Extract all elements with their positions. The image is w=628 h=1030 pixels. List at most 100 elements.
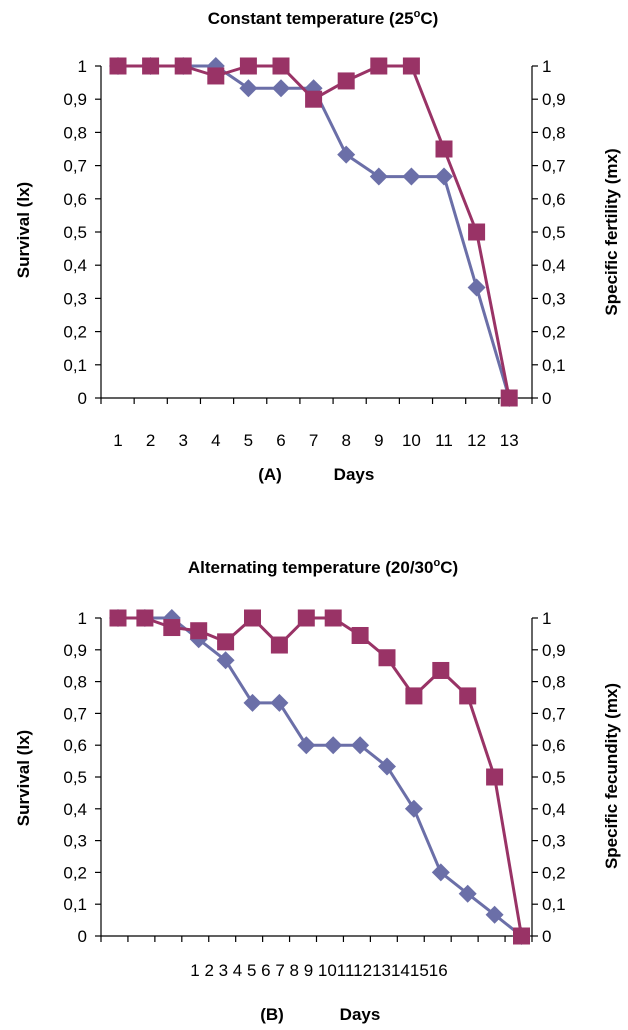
chart-a-x-tick-label: 11 <box>435 431 453 450</box>
chart-b-left-tick-label: 0,5 <box>63 768 87 787</box>
chart-b-series-1-point <box>324 736 343 755</box>
chart-b-left-tick-label: 0,4 <box>63 800 87 819</box>
chart-b-right-tick-label: 0,6 <box>542 736 566 755</box>
chart-a-series-1-point <box>272 79 290 98</box>
chart-b-series-1-point <box>351 736 370 755</box>
chart-a-series-1-point <box>337 145 356 164</box>
chart-a-right-tick-label: 0,8 <box>542 123 566 142</box>
chart-b-left-tick-label: 0,8 <box>63 673 87 692</box>
chart-b-series-2-point <box>432 661 450 679</box>
chart-b-series-2-point <box>513 927 530 945</box>
chart-a-right-tick-label: 0,5 <box>542 223 566 242</box>
chart-a-x-tick-label: 13 <box>500 431 519 450</box>
chart-b-series-2-point <box>270 636 288 654</box>
chart-a-series-1-point <box>402 167 421 186</box>
chart-b-right-tick-label: 0,4 <box>542 800 566 819</box>
chart-b-right-axis-label: Specific fecundity (mx) <box>602 683 621 869</box>
chart-a-series-1-point <box>239 79 258 98</box>
chart-a-right-tick-label: 0 <box>542 389 551 408</box>
chart-a-x-axis-label: Days <box>334 465 375 484</box>
chart-a-series-1-line <box>118 64 511 399</box>
chart-b-series-1-point <box>270 693 289 712</box>
chart-a-right-tick-label: 0,9 <box>542 90 566 109</box>
chart-a-left-tick-label: 0,2 <box>63 323 87 342</box>
chart-b-left-axis-label: Survival (lx) <box>14 730 33 826</box>
chart-a-series-2-point <box>207 67 225 85</box>
chart-a-plot-area: 0 0 0,1 0,1 0,2 0,2 0,3 0,3 0,4 0,4 0,5 0,5 0,6 0,6 0,… <box>63 57 566 450</box>
chart-a-series-2-point <box>500 389 518 407</box>
chart-a-right-tick-label: 0,4 <box>542 256 566 275</box>
chart-a-x-tick-label: 3 <box>178 431 187 450</box>
chart-b-right-tick-label: 0,1 <box>542 895 566 914</box>
chart-a-left-tick-label: 0,7 <box>63 157 87 176</box>
chart-a-left-tick-label: 0,9 <box>63 90 87 109</box>
chart-a-x-tick-label: 8 <box>341 431 350 450</box>
chart-a-x-tick-label: 1 <box>113 431 122 450</box>
chart-b-right-tick-label: 0 <box>542 927 551 946</box>
chart-b-series-2-point <box>378 649 396 667</box>
chart-a-x-tick-label: 2 <box>146 431 155 450</box>
chart-b-series-1-point <box>431 863 450 882</box>
chart-a-left-tick-label: 0,5 <box>63 223 87 242</box>
chart-a-left-tick-label: 0,4 <box>63 256 87 275</box>
chart-panel-b: Alternating temperature (20/30oC) 0 00,1 0… <box>14 557 621 1024</box>
chart-b-left-tick-label: 0 <box>78 927 87 946</box>
chart-b-panel-label: (B) <box>260 1005 284 1024</box>
chart-a-panel-label: (A) <box>258 465 282 484</box>
chart-a-series-2-point <box>174 57 192 75</box>
chart-a-series-2-point <box>272 57 290 75</box>
chart-a-left-tick-label: 1 <box>78 57 87 76</box>
chart-b-series-2-point <box>217 633 235 651</box>
chart-a-x-tick-label: 5 <box>244 431 253 450</box>
chart-b-left-tick-label: 0,7 <box>63 704 87 723</box>
chart-a-x-tick-label: 6 <box>276 431 285 450</box>
chart-a-series-2-point <box>468 223 486 241</box>
chart-b-right-tick-label: 0,8 <box>542 673 566 692</box>
chart-b-series-2-line <box>118 616 523 937</box>
chart-a-left-tick-label: 0,3 <box>63 289 87 308</box>
chart-panel-a: Constant temperature (25oC) 0 00,1 0,10,2 0… <box>14 8 621 484</box>
chart-a-right-tick-label: 0,2 <box>542 323 566 342</box>
chart-b-series-2-point <box>351 626 369 644</box>
chart-a-series-2-point <box>109 57 127 75</box>
chart-a-left-axis-label: Survival (lx) <box>14 182 33 278</box>
chart-b-series-1-point <box>458 884 477 903</box>
chart-b-x-axis-label: Days <box>340 1005 381 1024</box>
chart-a-series-1-point <box>467 278 486 297</box>
chart-a-x-tick-label: 10 <box>402 431 421 450</box>
chart-b-left-tick-label: 0,3 <box>63 832 87 851</box>
chart-a-x-tick-label: 4 <box>211 431 220 450</box>
chart-b-series-1-point <box>404 799 423 818</box>
chart-b-series-2-point <box>163 619 181 637</box>
chart-a-x-tick-label: 9 <box>374 431 383 450</box>
chart-a-series-2-point <box>435 140 453 158</box>
chart-b-series-2-point <box>244 609 261 627</box>
chart-a-right-tick-label: 0,6 <box>542 190 566 209</box>
chart-b-series-1-point <box>297 736 316 755</box>
chart-b-series-1-line <box>118 616 523 938</box>
chart-b-left-tick-label: 0,2 <box>63 863 87 882</box>
chart-b-plot-area: 0 0 0,1 0,1 0,2 0,2 0,3 0,3 0,4 0,4 0,5 0,5 0,6 0,6 0,… <box>63 609 566 946</box>
chart-a-series-2-point <box>142 57 160 75</box>
chart-a-series-1-point <box>435 167 453 186</box>
chart-a-series-2-point <box>239 57 257 75</box>
chart-a-series-2-point <box>402 57 420 75</box>
chart-b-series-1-point <box>243 693 262 712</box>
chart-b-right-tick-label: 0,5 <box>542 768 566 787</box>
chart-a-series-2-point <box>305 90 323 108</box>
chart-b-left-tick-label: 1 <box>78 609 87 628</box>
chart-b-series-1-point <box>216 651 235 670</box>
chart-b-series-2-point <box>405 687 423 705</box>
chart-a-left-tick-label: 0 <box>78 389 87 408</box>
chart-b-right-tick-label: 0,9 <box>542 641 566 660</box>
chart-a-right-tick-label: 0,7 <box>542 157 566 176</box>
chart-a-right-tick-label: 0,1 <box>542 356 566 375</box>
chart-b-left-tick-label: 0,1 <box>63 895 87 914</box>
chart-a-series-1-point <box>369 167 388 186</box>
chart-a-series-2-point <box>370 57 388 75</box>
chart-a-left-tick-label: 0,6 <box>63 190 87 209</box>
chart-b-series-2-point <box>486 768 504 786</box>
chart-b-left-tick-label: 0,9 <box>63 641 87 660</box>
chart-a-left-tick-label: 0,1 <box>63 356 87 375</box>
